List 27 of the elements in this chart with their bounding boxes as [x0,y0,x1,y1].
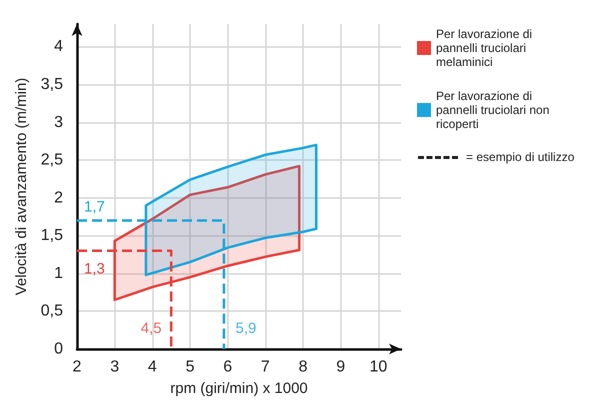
x-tick-label: 2 [72,358,82,376]
x-tick-label: 3 [110,358,120,376]
y-tick-label: 2,5 [40,152,64,169]
text: = esempio di utilizzo [466,150,574,164]
x-tick-label: 7 [260,358,270,376]
legend-label: Per lavorazione di pannelli truciolari non ricoperti [436,89,553,131]
y-tick-label: 4 [54,38,64,56]
x-tick-label: 4 [148,358,157,376]
y-tick-label: 0 [54,340,64,358]
y-axis-title: Velocità di avanzamento (m/min) [13,78,30,296]
x-tick-label: 6 [223,358,232,376]
annotation: 5,9 [236,320,256,337]
y-tick-label: 1 [54,264,64,282]
legend-label: Per lavorazione di pannelli truciolari melaminici [436,27,536,69]
x-tick-label: 9 [336,358,346,376]
y-tick-label: 0,5 [40,302,64,320]
y-tick-label: 1,5 [40,227,64,244]
x-axis-title: rpm (giri/min) x 1000 [170,380,308,397]
data-label: 1,7 [84,198,105,216]
x-tick-label: 10 [369,358,388,376]
x-tick-label: 5 [186,358,195,376]
x-tick-label: 8 [298,358,308,376]
y-tick-label: 2 [54,189,64,206]
data-label: 1,3 [84,260,105,278]
annotation: 4,5 [140,320,162,337]
y-tick-label: 3,5 [40,76,64,93]
y-tick-label: 3 [54,114,64,131]
